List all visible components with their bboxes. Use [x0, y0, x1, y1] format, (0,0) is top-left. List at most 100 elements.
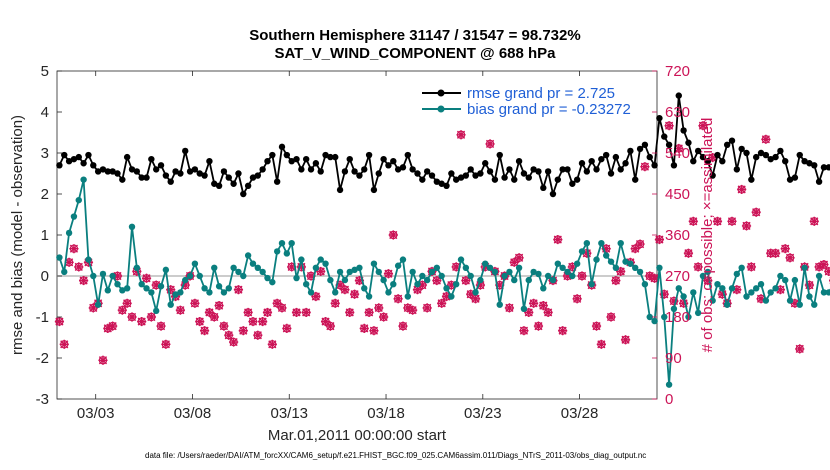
obs-assimilated-marker — [199, 326, 210, 336]
rmse-point — [293, 155, 300, 163]
bias-point — [99, 270, 107, 278]
rmse-point — [61, 151, 68, 159]
obs-assimilated-marker — [795, 344, 805, 354]
obs-assimilated-marker — [824, 266, 830, 277]
bias-point — [240, 272, 247, 280]
obs-assimilated-marker — [708, 152, 718, 163]
bias-point — [472, 289, 479, 296]
rmse-point — [259, 166, 266, 173]
obs-count-point — [137, 316, 147, 327]
rmse-point — [670, 162, 678, 169]
obs-assimilated-marker — [238, 326, 248, 336]
rmse-point — [196, 170, 203, 177]
bias-point — [394, 262, 402, 269]
obs-count-point — [795, 344, 805, 354]
bias-point — [748, 289, 755, 296]
obs-count-point — [262, 307, 273, 318]
bias-point — [559, 264, 566, 271]
obs-assimilated-marker — [756, 294, 766, 304]
bias-point — [230, 264, 237, 271]
obs-count-point — [591, 321, 602, 331]
bias-point — [404, 293, 412, 300]
rmse-point — [167, 178, 174, 185]
rmse-point — [477, 170, 484, 177]
rmse-point — [467, 166, 474, 173]
bias-point — [752, 285, 760, 292]
bias-point — [341, 276, 349, 284]
plot-area — [54, 70, 830, 400]
rmse-point — [617, 166, 624, 173]
bias-point — [61, 268, 68, 276]
y-right-tick-label: 90 — [665, 350, 682, 367]
rmse-point — [341, 168, 349, 175]
rmse-point — [593, 166, 600, 173]
bias-point — [264, 274, 271, 282]
rmse-point — [636, 145, 644, 153]
rmse-point — [143, 174, 150, 181]
obs-assimilated-marker — [475, 280, 485, 290]
bias-point — [123, 285, 131, 292]
rmse-point — [123, 153, 131, 161]
obs-count-point — [698, 121, 708, 131]
y-left-tick-label: -1 — [36, 309, 49, 326]
rmse-point — [385, 162, 392, 169]
rmse-point — [501, 174, 508, 181]
rmse-point — [675, 92, 682, 99]
obs-count-point — [127, 312, 137, 322]
obs-assimilated-marker — [374, 303, 384, 313]
obs-assimilated-marker — [54, 316, 65, 327]
bias-point — [622, 258, 629, 265]
bias-point — [254, 264, 262, 271]
obs-assimilated-marker — [103, 323, 113, 333]
bias-point — [801, 264, 808, 271]
obs-count-point — [403, 303, 413, 313]
obs-count-point — [741, 221, 752, 231]
obs-count-point — [669, 296, 679, 306]
y-right-tick-label: 180 — [665, 309, 690, 326]
obs-count-point — [620, 335, 631, 345]
bias-point — [385, 289, 392, 296]
bias-point — [186, 272, 194, 280]
obs-count-point — [383, 269, 394, 279]
rmse-point — [336, 186, 344, 194]
bias-point — [220, 289, 228, 296]
rmse-point — [733, 166, 741, 173]
x-tick-label: 03/23 — [464, 405, 502, 422]
obs-assimilated-marker — [204, 307, 215, 318]
obs-assimilated-marker — [446, 280, 456, 290]
x-tick-label: 03/13 — [270, 405, 308, 422]
rmse-point — [752, 153, 760, 161]
bias-point — [317, 256, 324, 263]
obs-assimilated-marker — [659, 289, 669, 299]
rmse-point — [220, 168, 228, 175]
rmse-point — [723, 141, 731, 148]
bias-point — [152, 307, 160, 315]
rmse-point — [491, 176, 499, 183]
obs-assimilated-marker — [364, 307, 374, 318]
rmse-point — [428, 172, 436, 179]
obs-count-point — [519, 326, 529, 336]
bias-point — [312, 264, 320, 271]
bias-point — [549, 276, 557, 284]
rmse-point — [462, 172, 470, 179]
rmse-point — [646, 153, 653, 161]
obs-count-point — [369, 326, 379, 336]
obs-assimilated-marker — [137, 316, 147, 327]
rmse-point — [448, 170, 455, 177]
bias-point — [598, 240, 605, 247]
obs-count-point — [727, 216, 737, 226]
obs-count-point — [630, 244, 640, 254]
obs-assimilated-marker — [635, 239, 645, 249]
rmse-point — [607, 170, 615, 177]
bias-point — [119, 287, 126, 294]
obs-count-point — [422, 303, 432, 313]
bias-point — [602, 252, 610, 259]
obs-count-point — [272, 298, 282, 308]
rmse-point — [404, 151, 412, 159]
rmse-point — [680, 127, 687, 134]
rmse-point — [583, 168, 591, 175]
x-tick-label: 03/18 — [367, 405, 405, 422]
obs-count-point — [364, 307, 374, 318]
obs-assimilated-marker — [359, 323, 369, 333]
obs-count-point — [611, 275, 621, 286]
